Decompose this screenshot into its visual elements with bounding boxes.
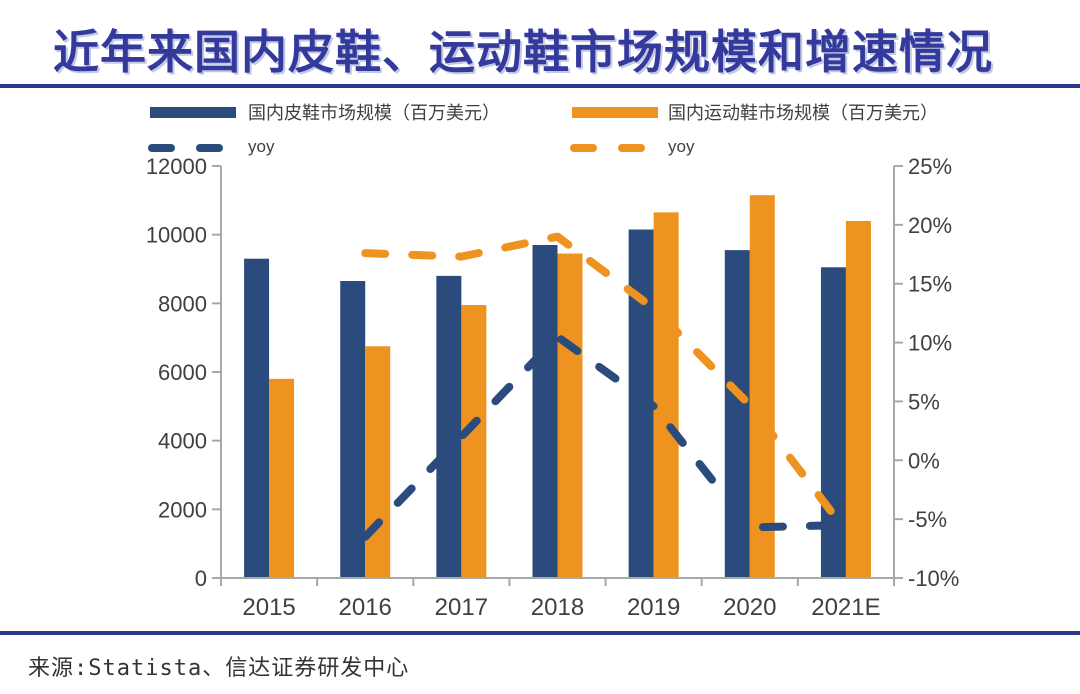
yoy-line-sport-yoy (361, 232, 850, 535)
left-axis-tick-label: 10000 (146, 223, 207, 248)
left-axis-tick-label: 2000 (158, 497, 207, 522)
sport-yoy-legend-label: yoy (668, 137, 695, 156)
yoy-line-leather-yoy (361, 332, 850, 541)
sport-yoy-dash (570, 144, 597, 152)
bar-sport-2021E (845, 220, 871, 578)
left-axis-tick-label: 0 (195, 566, 207, 591)
category-label-2021E: 2021E (811, 594, 880, 621)
sport-yoy-dash (618, 144, 645, 152)
bar-leather-2015 (244, 258, 270, 578)
left-axis-tick-label: 8000 (158, 291, 207, 316)
sport-bar-legend-label: 国内运动鞋市场规模（百万美元） (668, 103, 938, 123)
right-axis-tick-label: -10% (908, 566, 959, 591)
leather-yoy-legend-label: yoy (248, 137, 275, 156)
category-label-2017: 2017 (435, 594, 488, 621)
sport-yoy-swatch (570, 144, 645, 152)
leather-yoy-swatch (148, 144, 223, 152)
footer-divider (0, 631, 1080, 635)
source-note: 来源:Statista、信达证券研发中心 (28, 656, 410, 681)
bar-leather-2018 (532, 244, 558, 578)
title-divider (0, 84, 1080, 88)
figure-title: 近年来国内皮鞋、运动鞋市场规模和增速情况 (53, 26, 993, 78)
category-label-2020: 2020 (723, 594, 776, 621)
bar-leather-2020 (724, 250, 750, 578)
leather-yoy-dash (148, 144, 175, 152)
bar-leather-2021E (820, 267, 846, 578)
category-label-2019: 2019 (627, 594, 680, 621)
left-axis-tick-label: 4000 (158, 429, 207, 454)
bar-sport-2015 (269, 378, 295, 578)
category-label-2016: 2016 (339, 594, 392, 621)
right-axis-tick-label: -5% (908, 507, 947, 532)
bar-sport-2018 (557, 253, 583, 579)
right-axis-tick-label: 20% (908, 213, 952, 238)
bar-sport-2017 (461, 305, 487, 578)
left-axis-tick-label: 12000 (146, 154, 207, 179)
category-label-2015: 2015 (242, 594, 295, 621)
sport-bar-swatch (572, 107, 658, 118)
leather-bar-legend-label: 国内皮鞋市场规模（百万美元） (248, 103, 500, 123)
bar-leather-2016 (340, 281, 366, 578)
left-axis-tick-label: 6000 (158, 360, 207, 385)
right-axis-tick-label: 15% (908, 272, 952, 297)
leather-yoy-dash (196, 144, 223, 152)
right-axis-tick-label: 0% (908, 448, 940, 473)
bar-sport-2016 (365, 346, 391, 578)
bar-leather-2017 (436, 275, 462, 578)
bar-sport-2019 (653, 212, 679, 578)
right-axis-tick-label: 25% (908, 154, 952, 179)
category-label-2018: 2018 (531, 594, 584, 621)
bar-sport-2020 (749, 195, 775, 578)
right-axis-tick-label: 10% (908, 331, 952, 356)
right-axis-tick-label: 5% (908, 389, 940, 414)
chart-legend: 国内皮鞋市场规模（百万美元） 国内运动鞋市场规模（百万美元） yoy yoy (0, 96, 1080, 162)
leather-bar-swatch (150, 107, 236, 118)
